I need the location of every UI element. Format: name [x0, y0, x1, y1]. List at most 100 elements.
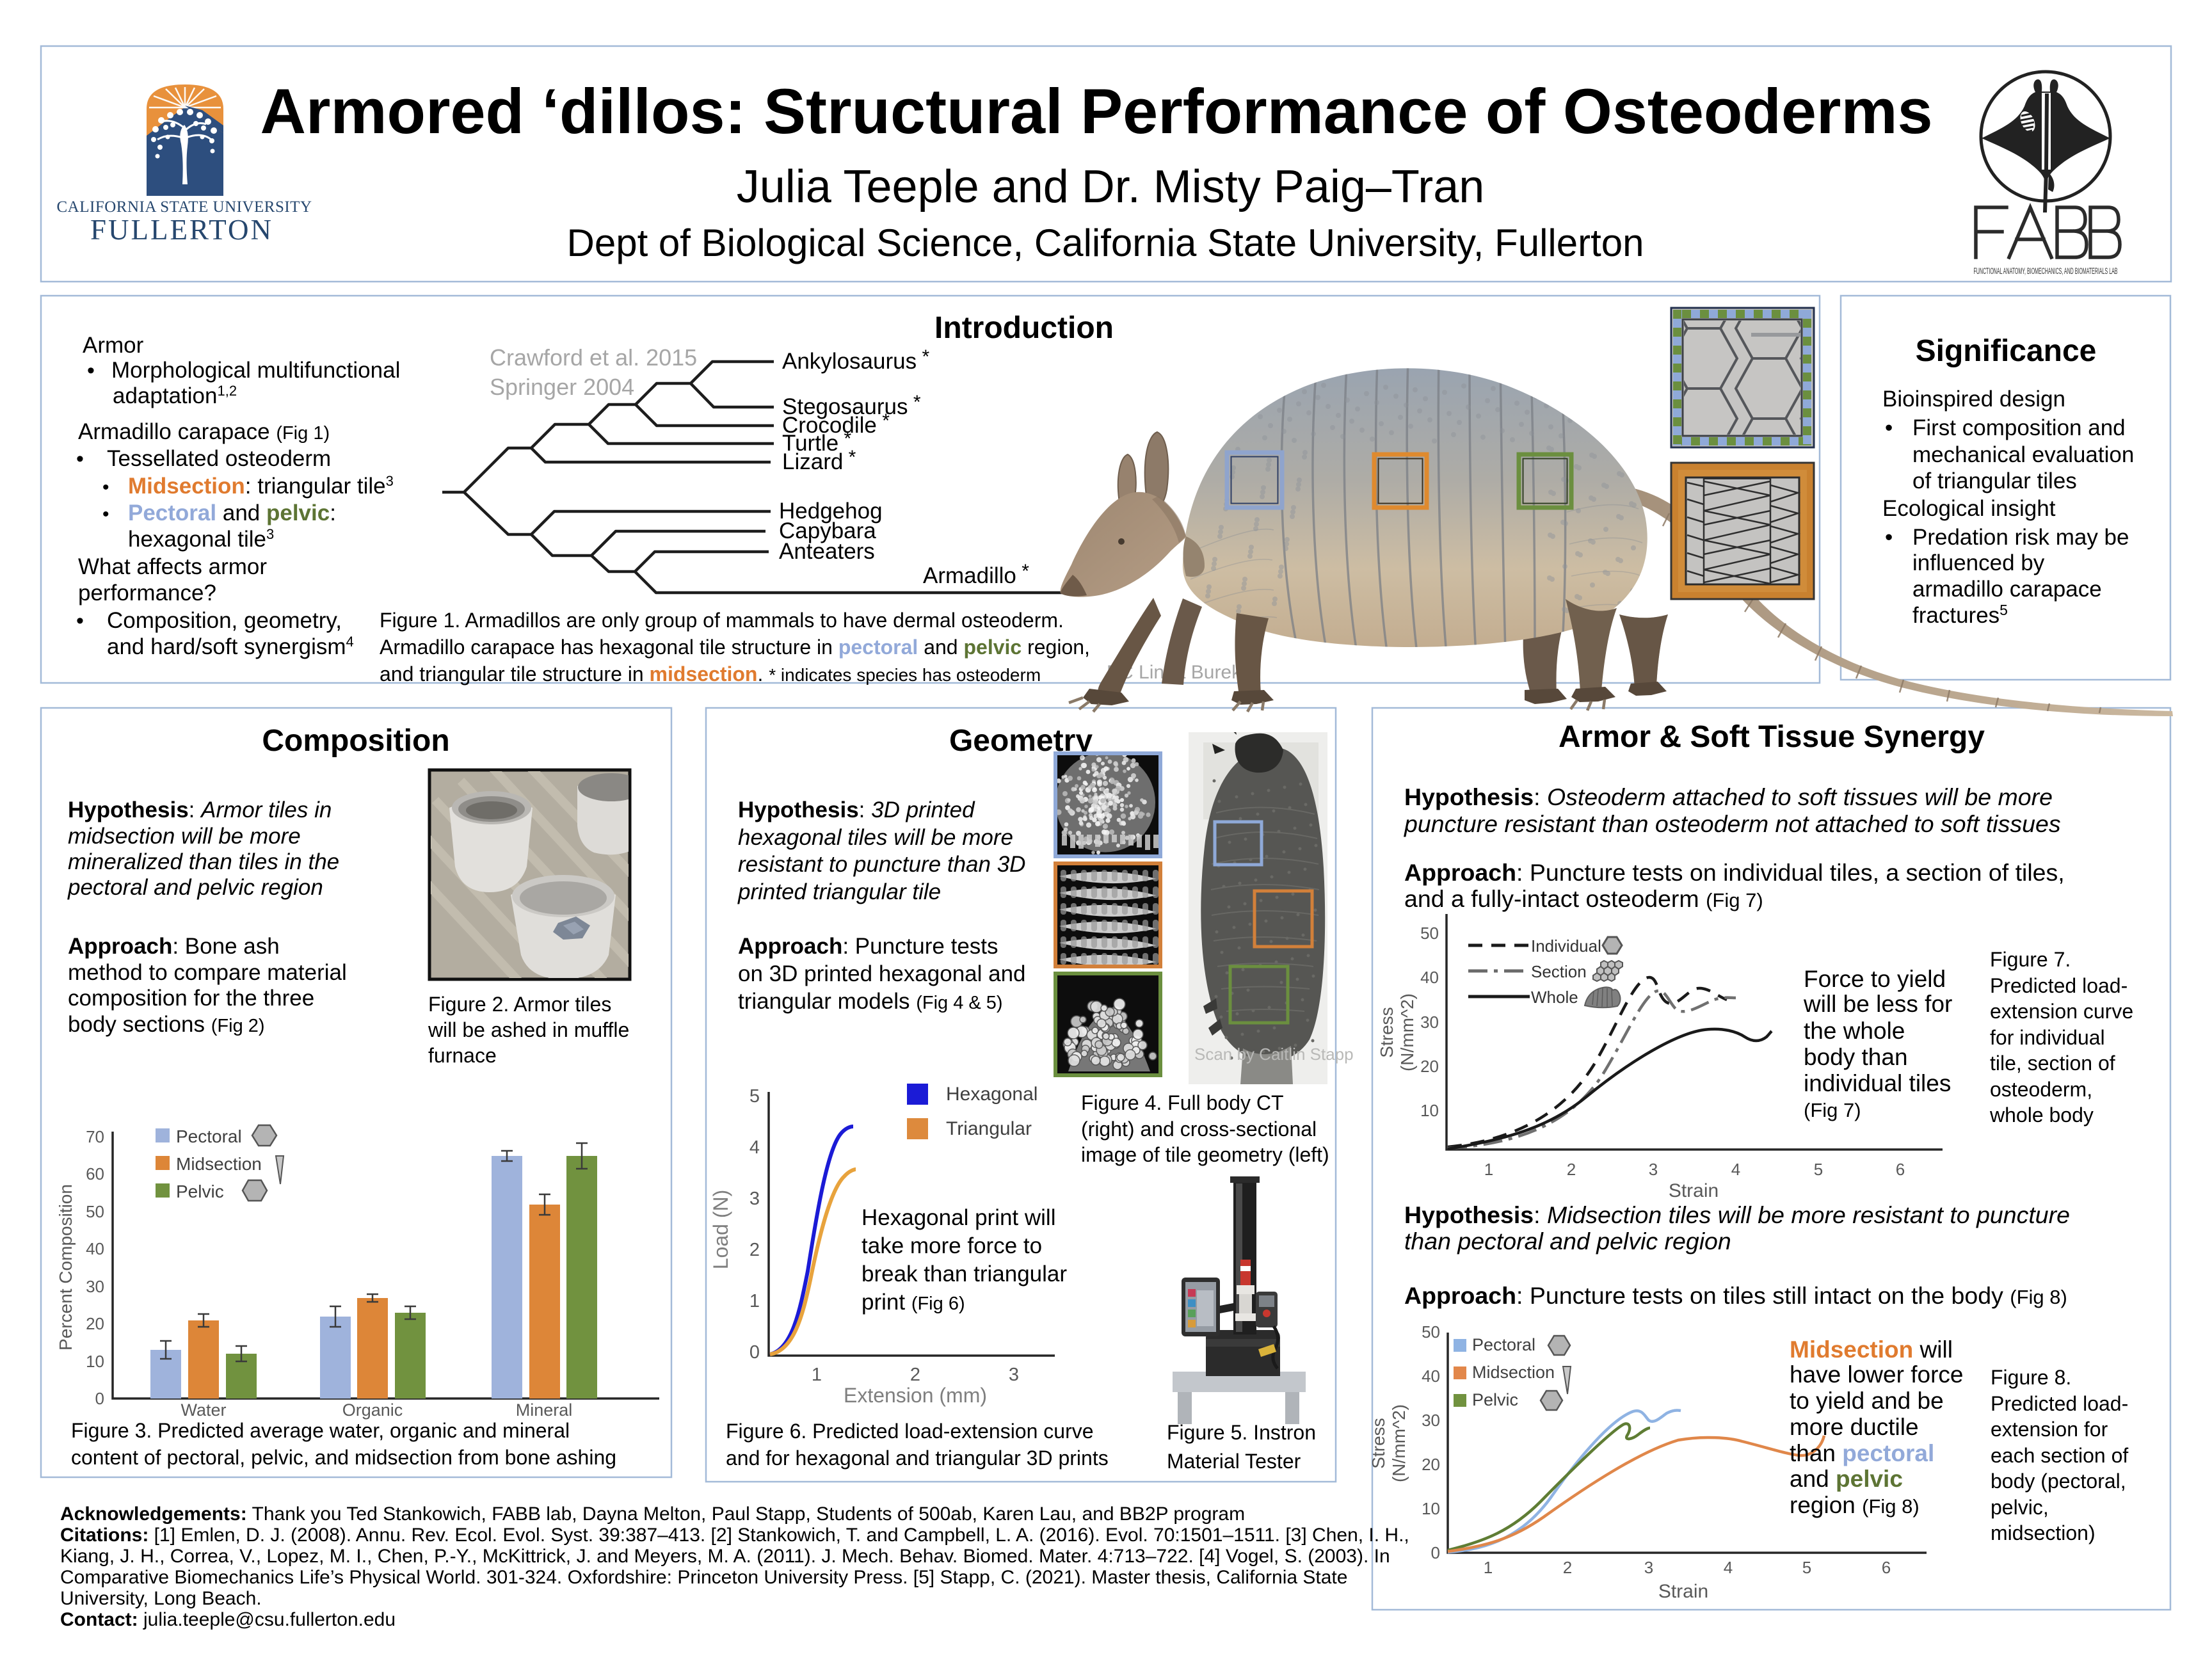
- svg-text:for individual: for individual: [1990, 1026, 2105, 1049]
- svg-text:70: 70: [86, 1127, 104, 1146]
- svg-text:content of pectoral, pelvic, a: content of pectoral, pelvic, and midsect…: [71, 1446, 616, 1469]
- svg-text:puncture resistant than osteod: puncture resistant than osteoderm not at…: [1404, 810, 2061, 837]
- svg-text:Comparative Biomechanics Life’: Comparative Biomechanics Life’s Physical…: [60, 1567, 1347, 1588]
- svg-text:Approach: Puncture tests on ti: Approach: Puncture tests on tiles still …: [1404, 1282, 2067, 1309]
- svg-text:Strain: Strain: [1658, 1581, 1708, 1602]
- svg-text:and hard/soft synergism4: and hard/soft synergism4: [107, 634, 354, 659]
- svg-text:Midsection: triangular tile3: Midsection: triangular tile3: [128, 473, 394, 499]
- svg-text:Figure 4. Full body CT: Figure 4. Full body CT: [1081, 1091, 1284, 1114]
- svg-text:Springer 2004: Springer 2004: [490, 374, 634, 400]
- svg-text:•: •: [1885, 415, 1893, 440]
- svg-text:Figure 7.: Figure 7.: [1990, 948, 2071, 971]
- svg-text:50: 50: [1420, 924, 1439, 943]
- svg-text:midsection): midsection): [1991, 1521, 2096, 1544]
- svg-text:(N/mm^2): (N/mm^2): [1397, 993, 1417, 1071]
- svg-text:fractures5: fractures5: [1912, 602, 2008, 628]
- svg-text:midsection will be more: midsection will be more: [68, 824, 301, 849]
- svg-text:3: 3: [749, 1189, 760, 1209]
- svg-text:3: 3: [1009, 1365, 1019, 1385]
- svg-text:Material Tester: Material Tester: [1167, 1450, 1301, 1473]
- svg-text:extension for: extension for: [1991, 1418, 2108, 1441]
- svg-text:•: •: [102, 477, 109, 498]
- svg-text:Whole: Whole: [1531, 988, 1578, 1007]
- svg-text:tile, section of: tile, section of: [1990, 1052, 2115, 1075]
- svg-text:1: 1: [1484, 1160, 1493, 1179]
- svg-text:Predation risk may be: Predation risk may be: [1912, 525, 2129, 550]
- svg-text:Capybara: Capybara: [779, 518, 876, 543]
- svg-text:0: 0: [95, 1389, 104, 1408]
- svg-text:Tessellated osteoderm: Tessellated osteoderm: [107, 446, 331, 471]
- svg-text:image of tile geometry (left): image of tile geometry (left): [1081, 1143, 1329, 1166]
- svg-text:individual tiles: individual tiles: [1804, 1070, 1951, 1096]
- svg-text:30: 30: [86, 1277, 104, 1296]
- svg-text:Strain: Strain: [1669, 1180, 1719, 1201]
- svg-text:Dept of Biological Science, Ca: Dept of Biological Science, California S…: [567, 221, 1644, 264]
- svg-text:Stress: Stress: [1377, 1007, 1397, 1057]
- svg-text:mechanical evaluation: mechanical evaluation: [1912, 442, 2134, 467]
- svg-text:Composition, geometry,: Composition, geometry,: [107, 608, 342, 633]
- svg-text:4: 4: [1731, 1160, 1740, 1179]
- svg-text:Armadillo carapace (Fig 1): Armadillo carapace (Fig 1): [78, 419, 330, 444]
- svg-text:Midsection will: Midsection will: [1790, 1336, 1953, 1363]
- svg-text:40: 40: [1420, 968, 1439, 987]
- svg-text:pectoral and pelvic region: pectoral and pelvic region: [67, 875, 323, 900]
- svg-text:Percent Composition: Percent Composition: [56, 1184, 76, 1350]
- svg-text:Section: Section: [1531, 962, 1587, 981]
- svg-text:Pelvic: Pelvic: [176, 1182, 224, 1201]
- svg-text:performance?: performance?: [78, 581, 216, 605]
- svg-text:and a fully-intact osteoderm (: and a fully-intact osteoderm (Fig 7): [1404, 885, 1763, 912]
- svg-text:Ankylosaurus *: Ankylosaurus *: [782, 346, 929, 374]
- svg-text:region (Fig 8): region (Fig 8): [1790, 1492, 1919, 1518]
- svg-text:and for hexagonal and triangul: and for hexagonal and triangular 3D prin…: [726, 1447, 1109, 1470]
- svg-text:Figure 6. Predicted load-exten: Figure 6. Predicted load-extension curve: [726, 1420, 1094, 1443]
- svg-text:break than triangular: break than triangular: [862, 1262, 1067, 1286]
- svg-text:5: 5: [749, 1086, 760, 1107]
- svg-text:6: 6: [1896, 1160, 1905, 1179]
- svg-text:mineralized than tiles in the: mineralized than tiles in the: [68, 849, 339, 874]
- svg-text:(N/mm^2): (N/mm^2): [1389, 1404, 1409, 1482]
- svg-text:Pectoral: Pectoral: [1472, 1335, 1535, 1354]
- svg-text:5: 5: [1814, 1160, 1823, 1179]
- svg-text:Individual: Individual: [1531, 936, 1601, 956]
- svg-text:more ductile: more ductile: [1790, 1414, 1919, 1440]
- svg-text:Pectoral: Pectoral: [176, 1126, 242, 1146]
- svg-text:print (Fig 6): print (Fig 6): [862, 1290, 965, 1315]
- svg-text:Stress: Stress: [1368, 1418, 1388, 1468]
- svg-text:4: 4: [1724, 1558, 1733, 1577]
- svg-text:(right) and cross-sectional: (right) and cross-sectional: [1081, 1118, 1317, 1141]
- svg-text:each section of: each section of: [1991, 1444, 2128, 1467]
- svg-text:Citations: [1] Emlen, D. J. (2: Citations: [1] Emlen, D. J. (2008). Annu…: [60, 1525, 1409, 1546]
- svg-text:10: 10: [86, 1352, 104, 1371]
- svg-text:Load (N): Load (N): [709, 1190, 732, 1270]
- svg-text:Armadillo *: Armadillo *: [923, 561, 1029, 588]
- svg-text:Hypothesis: Osteoderm attached: Hypothesis: Osteoderm attached to soft t…: [1404, 783, 2053, 810]
- svg-text:body sections (Fig 2): body sections (Fig 2): [68, 1012, 265, 1037]
- svg-text:2: 2: [749, 1240, 760, 1260]
- svg-text:Pectoral and pelvic:: Pectoral and pelvic:: [128, 501, 336, 525]
- svg-text:Julia Teeple and Dr. Misty Pai: Julia Teeple and Dr. Misty Paig–Tran: [737, 161, 1485, 212]
- svg-text:6: 6: [1882, 1558, 1891, 1577]
- svg-text:4: 4: [749, 1137, 760, 1158]
- svg-text:30: 30: [1420, 1013, 1439, 1032]
- svg-text:will be less for: will be less for: [1803, 991, 1952, 1017]
- svg-text:FULLERTON: FULLERTON: [90, 214, 273, 246]
- svg-text:Figure 5. Instron: Figure 5. Instron: [1167, 1421, 1316, 1444]
- svg-text:Hexagonal: Hexagonal: [946, 1084, 1038, 1105]
- svg-text:armadillo carapace: armadillo carapace: [1912, 577, 2102, 602]
- svg-text:Mineral: Mineral: [516, 1400, 573, 1420]
- svg-text:furnace: furnace: [428, 1044, 497, 1067]
- svg-text:Midsection: Midsection: [1472, 1363, 1555, 1382]
- svg-text:•: •: [87, 358, 95, 383]
- svg-text:•: •: [76, 447, 84, 471]
- svg-text:Acknowledgements: Thank you Te: Acknowledgements: Thank you Ted Stankowi…: [60, 1503, 1245, 1525]
- svg-text:Approach: Bone ash: Approach: Bone ash: [68, 934, 280, 959]
- svg-text:Armadillo carapace has hexagon: Armadillo carapace has hexagonal tile st…: [380, 636, 1090, 659]
- svg-text:Crawford et al. 2015: Crawford et al. 2015: [490, 344, 697, 371]
- svg-text:Morphological multifunctional: Morphological multifunctional: [111, 358, 400, 383]
- svg-text:Lizard *: Lizard *: [782, 447, 856, 474]
- svg-text:20: 20: [1422, 1455, 1440, 1474]
- svg-text:have lower force: have lower force: [1790, 1361, 1963, 1388]
- svg-text:Kiang, J. H., Correa, V., Lope: Kiang, J. H., Correa, V., Lopez, M. I., …: [60, 1546, 1390, 1567]
- svg-text:composition for the three: composition for the three: [68, 986, 314, 1011]
- svg-text:of triangular tiles: of triangular tiles: [1912, 469, 2077, 493]
